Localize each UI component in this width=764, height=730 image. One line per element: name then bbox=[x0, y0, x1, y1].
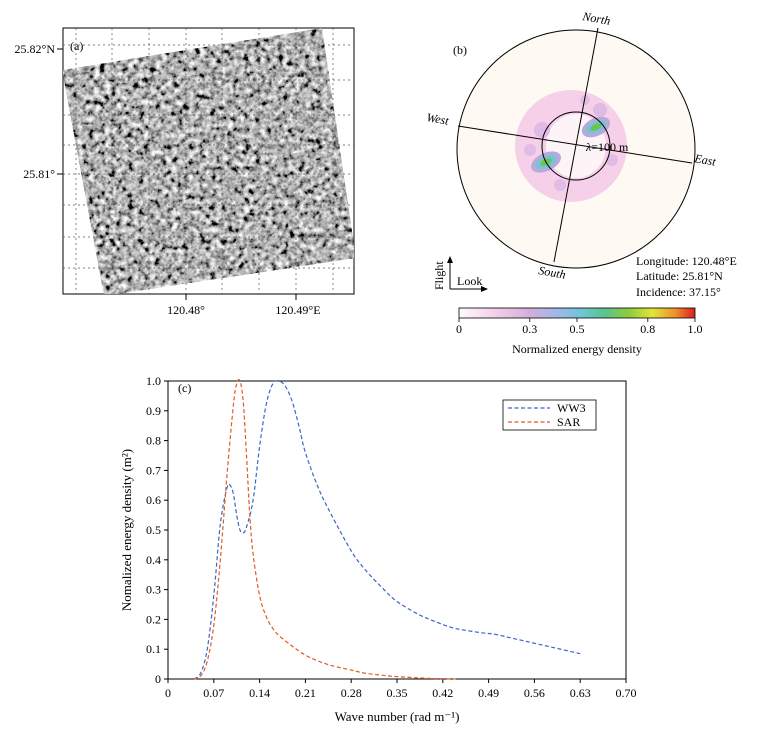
legend: WW3 SAR bbox=[502, 399, 597, 431]
legend-label-ww3: WW3 bbox=[557, 401, 586, 415]
longitude-info: Longitude: 120.48°E bbox=[636, 254, 737, 268]
west-east-axis bbox=[457, 125, 693, 164]
panel-b: (b) North South West East λ=100 m bbox=[425, 9, 736, 356]
y-tick-label: 0.7 bbox=[146, 463, 161, 477]
y-axis: 0 0.1 0.2 0.3 0.4 0.5 0.6 0.7 0.8 0.9 1.0 bbox=[146, 374, 168, 686]
x-tick-label: 0.63 bbox=[570, 686, 591, 700]
wavelength-ring bbox=[541, 111, 611, 181]
spectrum-blob bbox=[515, 90, 627, 202]
colorbar-label: Normalized energy density bbox=[512, 342, 642, 356]
colorbar-ticks: 0 0.3 0.5 0.8 1.0 bbox=[456, 318, 703, 336]
y-tick-label: 0.4 bbox=[146, 553, 161, 567]
panel-a-grid bbox=[63, 28, 354, 294]
x-tick-label: 0 bbox=[165, 686, 171, 700]
x-tick-label: 0.21 bbox=[295, 686, 316, 700]
x-tick-label: 0.07 bbox=[203, 686, 224, 700]
x-axis: 0 0.07 0.14 0.21 0.28 0.35 0.42 0.49 0.56 0.63 0.7… bbox=[165, 679, 637, 700]
direction-east: East bbox=[692, 151, 717, 169]
line-chart: (c) 0 0.07 0.14 0.21 0.28 0.35 0.42 0.49 0.56 0.6… bbox=[119, 374, 637, 724]
direction-south: South bbox=[537, 263, 566, 282]
panel-c-label: (c) bbox=[178, 381, 191, 395]
x-tick-label: 0.56 bbox=[524, 686, 545, 700]
y-axis-label: Nomalized energy density (m²) bbox=[119, 449, 134, 611]
look-label: Look bbox=[457, 274, 482, 288]
series-line-sar bbox=[193, 378, 456, 680]
x-tick-label: 0.14 bbox=[249, 686, 270, 700]
x-tick-label: 0.35 bbox=[387, 686, 408, 700]
flight-look-indicator: Flight Look bbox=[432, 256, 488, 292]
panel-b-label: (b) bbox=[453, 43, 467, 57]
y-tick-label: 0 bbox=[155, 672, 161, 686]
series-line-ww3 bbox=[193, 380, 581, 680]
y-tick-label: 0.3 bbox=[146, 583, 161, 597]
colorbar-tick-label: 0.8 bbox=[640, 322, 655, 336]
legend-box bbox=[502, 399, 597, 431]
y-tick-label: 0.9 bbox=[146, 404, 161, 418]
panel-a: (a) 25.82°N 25.81° 120.48° 120.49°E bbox=[15, 27, 355, 317]
x-tick-label: 0.70 bbox=[616, 686, 637, 700]
y-tick-label: 0.1 bbox=[146, 642, 161, 656]
series-lines bbox=[193, 378, 581, 680]
incidence-info: Incidence: 37.15° bbox=[636, 285, 721, 299]
x-axis-label: Wave number (rad m⁻¹) bbox=[335, 709, 460, 724]
panel-a-label: (a) bbox=[70, 39, 83, 53]
colorbar-tick-label: 0.3 bbox=[522, 322, 537, 336]
wavelength-label: λ=100 m bbox=[585, 140, 629, 154]
colorbar-tick-label: 0.5 bbox=[570, 322, 585, 336]
lat-tick-label: 25.81° bbox=[23, 167, 55, 181]
y-tick-label: 0.2 bbox=[146, 612, 161, 626]
y-tick-label: 1.0 bbox=[146, 374, 161, 388]
sar-image bbox=[63, 28, 354, 294]
y-tick-label: 0.6 bbox=[146, 493, 161, 507]
colorbar bbox=[458, 307, 696, 319]
lon-tick-label: 120.49°E bbox=[275, 303, 320, 317]
legend-label-sar: SAR bbox=[557, 415, 580, 429]
latitude-info: Latitude: 25.81°N bbox=[636, 269, 723, 283]
lon-tick-label: 120.48° bbox=[167, 303, 205, 317]
direction-west: West bbox=[425, 110, 450, 128]
x-tick-label: 0.49 bbox=[478, 686, 499, 700]
direction-north: North bbox=[580, 9, 611, 28]
y-tick-label: 0.5 bbox=[146, 523, 161, 537]
lat-tick-label: 25.82°N bbox=[15, 42, 56, 56]
colorbar-tick-label: 1.0 bbox=[688, 322, 703, 336]
x-tick-label: 0.28 bbox=[341, 686, 362, 700]
colorbar-tick-label: 0 bbox=[456, 322, 462, 336]
flight-label: Flight bbox=[432, 261, 446, 290]
y-tick-label: 0.8 bbox=[146, 434, 161, 448]
x-tick-label: 0.42 bbox=[432, 686, 453, 700]
